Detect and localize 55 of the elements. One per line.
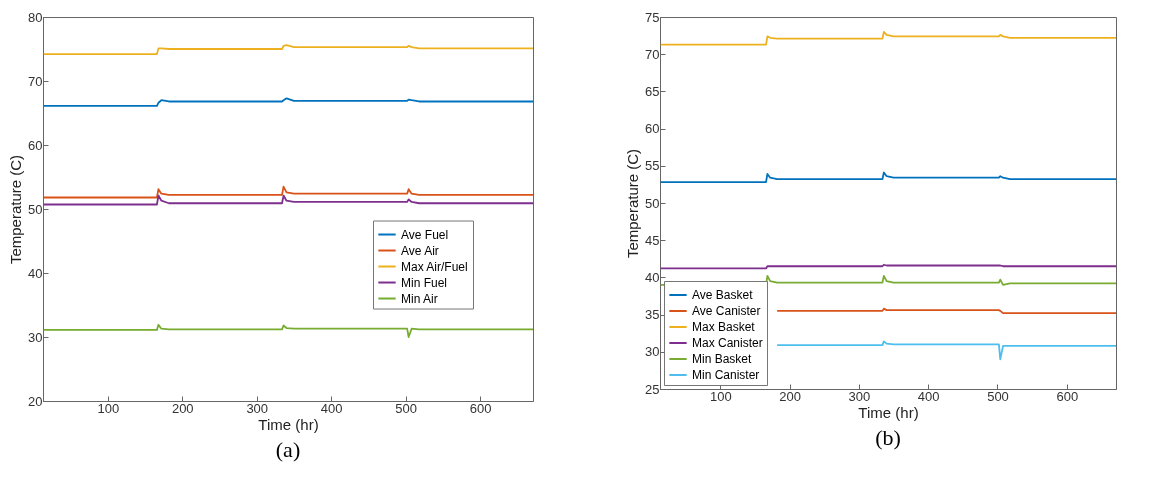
y-tick-label: 80 — [28, 9, 43, 25]
y-tick-label: 40 — [28, 265, 43, 281]
x-tick-label: 200 — [779, 388, 801, 404]
text: (a) — [275, 437, 301, 462]
x-axis-title: Time (hr) — [258, 415, 319, 433]
x-axis-title: Time (hr) — [858, 403, 919, 421]
y-tick-label: 55 — [645, 158, 660, 174]
legend-label: Ave Fuel — [401, 227, 449, 242]
line-series — [42, 97, 534, 107]
y-tick-label: 60 — [645, 121, 660, 137]
legend-label: Max Air/Fuel — [401, 259, 468, 274]
legend-label: Min Air — [401, 291, 438, 306]
line-series — [42, 323, 534, 338]
y-tick-label: 50 — [28, 201, 43, 217]
y-tick-label: 35 — [645, 307, 660, 323]
legend-label: Min Canister — [692, 368, 760, 382]
legend-label: Ave Air — [401, 243, 439, 258]
line-series — [42, 44, 534, 56]
y-tick-label: 70 — [645, 46, 660, 62]
y-tick-label: 30 — [645, 344, 660, 360]
x-tick-label: 500 — [395, 400, 418, 416]
legend-label: Max Basket — [692, 320, 756, 334]
legend-label: Ave Canister — [692, 304, 761, 318]
x-tick-label: 100 — [97, 400, 120, 416]
x-tick-label: 500 — [987, 388, 1009, 404]
x-tick-label: 200 — [171, 400, 194, 416]
text: (b) — [875, 425, 901, 450]
x-tick-label: 300 — [848, 388, 871, 404]
line-series — [776, 340, 1117, 361]
y-tick-label: 30 — [28, 329, 43, 345]
y-tick-label: 45 — [645, 232, 660, 248]
line-series — [42, 194, 534, 206]
x-tick-label: 600 — [469, 400, 492, 416]
x-tick-label: 600 — [1056, 388, 1079, 404]
line-series — [659, 171, 1117, 184]
y-tick-label: 70 — [28, 73, 43, 89]
legend-label: Min Basket — [692, 352, 753, 366]
x-tick-label: 400 — [320, 400, 343, 416]
x-tick-label: 100 — [709, 388, 732, 404]
y-tick-label: 60 — [28, 137, 43, 153]
line-series — [42, 185, 534, 199]
x-tick-label: 400 — [917, 388, 940, 404]
line-series — [659, 30, 1117, 46]
y-tick-label: 65 — [645, 83, 660, 99]
y-axis-title: Temperature (C) — [624, 148, 642, 259]
y-tick-label: 50 — [645, 195, 660, 211]
y-tick-label: 75 — [645, 9, 660, 25]
x-tick-label: 300 — [246, 400, 269, 416]
legend-label: Min Fuel — [401, 275, 448, 290]
y-axis-title: Temperature (C) — [7, 154, 25, 265]
y-tick-label: 20 — [28, 393, 43, 409]
y-tick-label: 40 — [645, 269, 660, 285]
y-tick-label: 25 — [645, 381, 660, 397]
legend-label: Ave Basket — [692, 288, 754, 302]
legend-label: Max Canister — [692, 336, 763, 350]
